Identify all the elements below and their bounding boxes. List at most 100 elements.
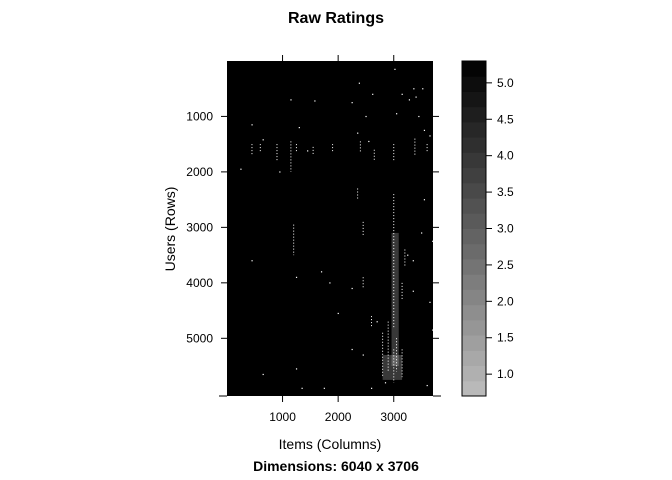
rating-point bbox=[408, 99, 411, 101]
x-tick-label: 3000 bbox=[380, 410, 407, 424]
colorbar-band bbox=[462, 243, 486, 260]
rating-point bbox=[432, 240, 434, 242]
rating-point bbox=[429, 301, 431, 303]
x-tick-label: 2000 bbox=[325, 410, 352, 424]
y-tick-label: 5000 bbox=[186, 331, 213, 345]
colorbar-tick-label: 4.0 bbox=[497, 149, 514, 163]
y-tick-label: 3000 bbox=[186, 220, 213, 234]
rating-point bbox=[262, 373, 264, 376]
colorbar-band bbox=[462, 198, 486, 214]
rating-point bbox=[295, 276, 298, 278]
rating-point bbox=[394, 68, 396, 70]
colorbar-band bbox=[462, 365, 486, 382]
rating-point bbox=[290, 99, 292, 101]
colorbar-tick-label: 5.0 bbox=[497, 76, 514, 90]
y-axis-label: Users (Rows) bbox=[162, 187, 178, 272]
rating-point bbox=[432, 329, 434, 331]
rating-point bbox=[368, 140, 370, 143]
chart-subtitle: Dimensions: 6040 x 3706 bbox=[253, 458, 419, 474]
rating-point bbox=[407, 254, 409, 256]
colorbar-tick-label: 1.0 bbox=[497, 367, 514, 381]
rating-point bbox=[415, 96, 417, 98]
rating-point bbox=[240, 168, 242, 170]
rating-point bbox=[376, 321, 378, 323]
rating-marks bbox=[240, 68, 434, 389]
x-axis: 1000 2000 3000 bbox=[269, 396, 407, 424]
rating-point bbox=[371, 387, 373, 389]
rating-point bbox=[314, 100, 316, 102]
colorbar-band bbox=[462, 213, 486, 229]
rating-point bbox=[251, 260, 253, 262]
rating-point bbox=[401, 93, 403, 95]
heatmap-panel bbox=[227, 61, 434, 396]
rating-point bbox=[295, 368, 298, 370]
colorbar-band bbox=[462, 91, 486, 108]
rating-point bbox=[320, 271, 323, 273]
rating-point bbox=[384, 382, 387, 384]
colorbar-tick-label: 1.5 bbox=[497, 331, 514, 345]
rating-point bbox=[418, 115, 420, 118]
rating-point bbox=[251, 124, 253, 126]
rating-point bbox=[357, 132, 359, 134]
colorbar-band bbox=[462, 319, 486, 336]
rating-point bbox=[412, 290, 414, 292]
rating-point bbox=[323, 387, 325, 389]
chart-title: Raw Ratings bbox=[288, 10, 384, 27]
rating-point bbox=[413, 88, 415, 90]
rating-point bbox=[337, 312, 339, 315]
y-axis: 1000 2000 3000 4000 5000 bbox=[186, 109, 227, 345]
y-tick-label: 1000 bbox=[186, 109, 213, 123]
colorbar-band bbox=[462, 350, 486, 367]
y-tick-label: 2000 bbox=[186, 165, 213, 179]
rating-point bbox=[421, 232, 423, 234]
rating-point bbox=[351, 348, 353, 351]
colorbar-band bbox=[462, 76, 486, 92]
colorbar-tick-label: 2.5 bbox=[497, 258, 514, 272]
colorbar-band bbox=[462, 167, 486, 184]
colorbar-band bbox=[462, 258, 486, 275]
rating-point bbox=[262, 139, 264, 141]
colorbar-tick-label: 3.5 bbox=[497, 185, 514, 199]
colorbar-tick-label: 4.5 bbox=[497, 112, 514, 126]
heatmap-background bbox=[227, 61, 433, 396]
rating-point bbox=[358, 82, 360, 84]
colorbar-band bbox=[462, 274, 486, 290]
rating-point bbox=[301, 387, 303, 389]
rating-point bbox=[422, 88, 424, 90]
y-tick-label: 4000 bbox=[186, 276, 213, 290]
rating-point bbox=[423, 199, 426, 201]
rating-band bbox=[382, 354, 403, 380]
rating-band bbox=[391, 232, 399, 367]
colorbar-band bbox=[462, 289, 486, 306]
colorbar-band bbox=[462, 228, 486, 245]
colorbar-band bbox=[462, 121, 486, 138]
rating-point bbox=[307, 150, 309, 152]
rating-point bbox=[351, 287, 353, 290]
rating-point bbox=[412, 260, 414, 262]
rating-point bbox=[362, 354, 364, 356]
rating-point bbox=[365, 115, 367, 118]
colorbar-band bbox=[462, 304, 486, 321]
x-axis-label: Items (Columns) bbox=[279, 436, 382, 452]
rating-point bbox=[372, 93, 374, 95]
colorbar-band bbox=[462, 335, 486, 351]
colorbar-band bbox=[462, 380, 486, 397]
colorbar-tick-label: 2.0 bbox=[497, 294, 514, 308]
rating-point bbox=[429, 135, 431, 137]
frame-ticks bbox=[219, 55, 441, 397]
rating-point bbox=[351, 102, 353, 104]
colorbar-band bbox=[462, 106, 486, 123]
rating-point bbox=[396, 113, 398, 115]
colorbar-band bbox=[462, 182, 486, 199]
rating-point bbox=[298, 127, 300, 129]
colorbar-tick-label: 3.0 bbox=[497, 222, 514, 236]
rating-point bbox=[329, 282, 331, 284]
colorbar-band bbox=[462, 61, 486, 77]
colorbar: 1.0 1.5 2.0 2.5 3.0 3.5 4.0 4.5 5.0 bbox=[461, 60, 514, 397]
colorbar-band bbox=[462, 137, 486, 153]
rating-point bbox=[279, 171, 281, 173]
rating-point bbox=[423, 129, 426, 131]
colorbar-band bbox=[462, 152, 486, 169]
rating-point bbox=[426, 384, 428, 387]
